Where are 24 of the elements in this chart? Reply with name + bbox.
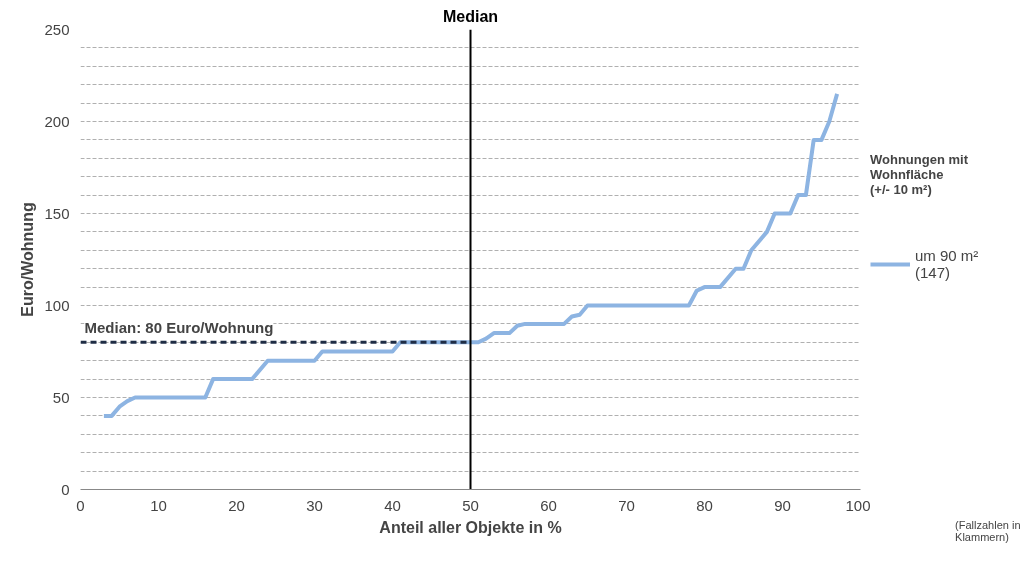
x-tick-label: 40 [384,496,401,514]
x-tick-label: 70 [618,496,635,514]
x-tick-label: 90 [774,496,791,514]
y-tick-label: 250 [44,20,70,38]
legend-label: um 90 m² (147) [915,247,979,281]
y-axis-title: Euro/Wohnung [19,202,37,317]
y-tick-label: 150 [44,204,70,222]
text: (Fallzahlen in Klammern) [955,518,1021,543]
x-tick-label: 0 [76,496,85,514]
x-tick-label: 100 [845,496,871,514]
ref-line-label: Median [442,7,499,25]
x-tick-label: 80 [696,496,713,514]
x-axis-title: Anteil aller Objekte in % [379,518,562,536]
y-tick-label: 200 [44,112,70,130]
x-tick-label: 20 [228,496,245,514]
y-tick-label: 0 [61,480,70,498]
ref-line-label: Median: 80 Euro/Wohnung [84,319,274,337]
legend-title: Wohnungen mit Wohnfläche (+/- 10 m²) [870,152,969,197]
x-tick-label: 60 [540,496,557,514]
x-tick-label: 50 [462,496,479,514]
y-tick-label: 100 [44,296,70,314]
y-tick-label: 50 [52,388,70,406]
x-tick-label: 30 [306,496,323,514]
x-tick-label: 10 [150,496,167,514]
